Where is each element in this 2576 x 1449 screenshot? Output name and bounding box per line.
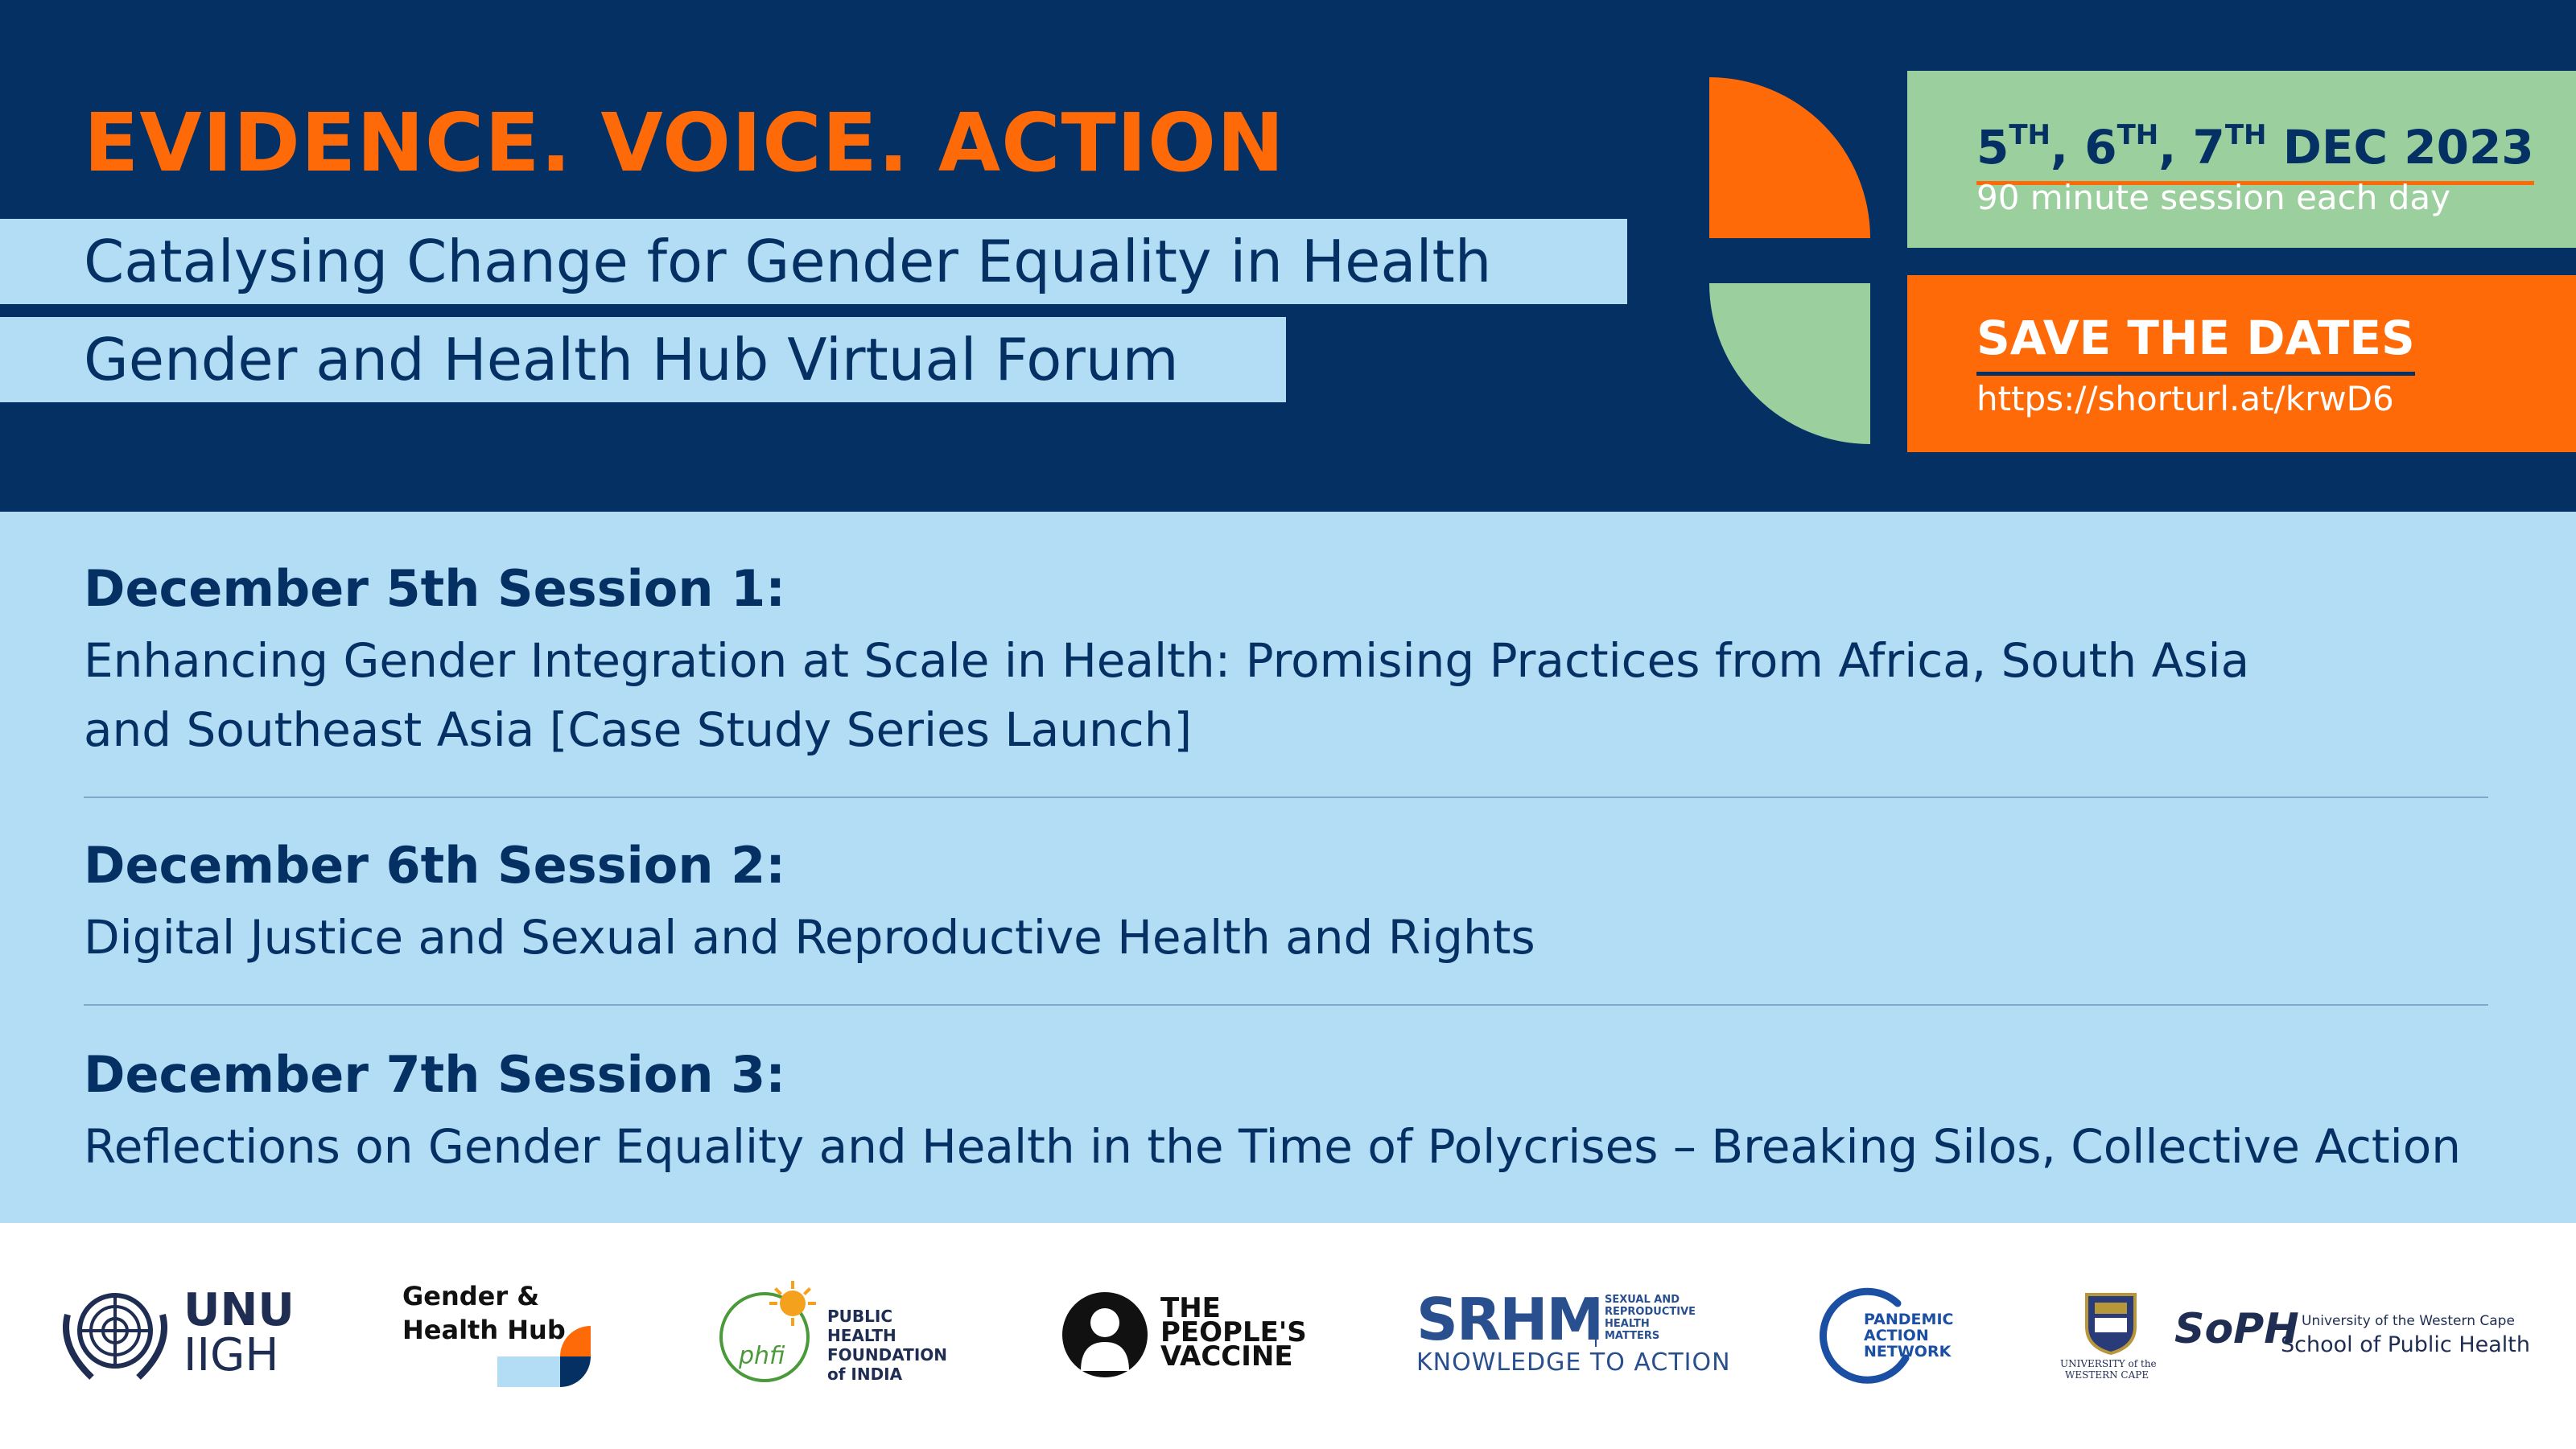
session-1-title-line-1: Enhancing Gender Integration at Scale in… — [84, 633, 2250, 688]
session-length: 90 minute session each day — [1976, 178, 2450, 217]
srhm-side-line2: REPRODUCTIVE — [1605, 1306, 1696, 1318]
phfi-label-line3: FOUNDATION — [827, 1345, 947, 1365]
srhm-side-line1: SEXUAL AND — [1605, 1294, 1680, 1306]
session-3-title: Reflections on Gender Equality and Healt… — [84, 1119, 2462, 1174]
uwc-label-line1: UNIVERSITY of the — [2060, 1358, 2157, 1369]
registration-link[interactable]: https://shorturl.at/krwD6 — [1976, 379, 2394, 418]
pan-label-line1: PANDEMIC — [1864, 1311, 1954, 1328]
srhm-logo: SRHM SEXUAL AND REPRODUCTIVE HEALTH MATT… — [1416, 1223, 1730, 1449]
tpv-label-line1: THE — [1160, 1292, 1221, 1324]
session-divider — [84, 1004, 2488, 1006]
soph-mark: SoPH — [2174, 1305, 2299, 1353]
phfi-mark: phfi — [739, 1342, 785, 1370]
title-band-2: Gender and Health Hub Virtual Forum — [0, 317, 1286, 402]
srhm-mark: SRHM — [1416, 1286, 1604, 1353]
phfi-label-line4: of INDIA — [827, 1365, 903, 1384]
phfi-label-line2: HEALTH — [827, 1326, 896, 1345]
save-the-dates-label: SAVE THE DATES — [1976, 306, 2415, 376]
ghh-label-line2: Health Hub — [402, 1315, 566, 1345]
ghh-label-line1: Gender & — [402, 1281, 540, 1311]
phfi-logo: phfi PUBLIC HEALTH FOUNDATION of INDIA — [716, 1223, 958, 1449]
session-3-heading: December 7th Session 3: — [84, 1045, 786, 1104]
pan-label-line2: ACTION — [1864, 1327, 1929, 1344]
unu-label: UNU — [183, 1284, 295, 1336]
session-divider — [84, 797, 2488, 798]
event-banner-header: EVIDENCE. VOICE. ACTION Catalysing Chang… — [0, 0, 2576, 512]
title-band-1: Catalysing Change for Gender Equality in… — [0, 219, 1627, 304]
peoples-vaccine-logo: THE PEOPLE'S VACCINE — [1061, 1223, 1307, 1449]
tagline: EVIDENCE. VOICE. ACTION — [84, 96, 1285, 190]
srhm-separator — [1595, 1297, 1597, 1347]
partner-logos-strip: UNU IIGH Gender & Health Hub phfi PUBLIC… — [0, 1223, 2576, 1449]
person-silhouette-icon — [1062, 1292, 1148, 1377]
event-subtitle: Gender and Health Hub Virtual Forum — [84, 326, 1179, 393]
sessions-panel: December 5th Session 1: Enhancing Gender… — [0, 512, 2576, 1223]
srhm-side-line4: MATTERS — [1605, 1330, 1660, 1342]
session-1-title-line-2: and Southeast Asia [Case Study Series La… — [84, 702, 1193, 757]
uwc-logo: UNIVERSITY of the WESTERN CAPE — [2060, 1223, 2165, 1449]
save-dates-box: SAVE THE DATES https://shorturl.at/krwD6 — [1907, 275, 2576, 452]
session-1-heading: December 5th Session 1: — [84, 559, 786, 618]
tpv-label-line2: PEOPLE'S — [1160, 1316, 1307, 1348]
date-box: 5TH, 6TH, 7TH DEC 2023 90 minute session… — [1907, 71, 2576, 248]
ghh-mark-icon — [497, 1326, 591, 1387]
decorative-green-quarter-circle — [1709, 283, 1870, 444]
event-title: Catalysing Change for Gender Equality in… — [84, 228, 1492, 295]
decorative-orange-quarter-circle — [1709, 77, 1870, 238]
phfi-label-line1: PUBLIC — [827, 1307, 893, 1326]
pandemic-action-network-logo: PANDEMIC ACTION NETWORK — [1817, 1223, 1953, 1449]
pandemic-ring-icon — [1820, 1287, 1910, 1384]
soph-label-line1: University of the Western Cape — [2302, 1313, 2515, 1329]
soph-logo: SoPH University of the Western Cape Scho… — [2174, 1223, 2530, 1449]
soph-label-line2: School of Public Health — [2281, 1332, 2530, 1357]
srhm-side-line3: HEALTH — [1605, 1318, 1650, 1330]
iigh-label: IIGH — [183, 1329, 279, 1381]
srhm-tagline: KNOWLEDGE TO ACTION — [1416, 1348, 1731, 1377]
event-dates: 5TH, 6TH, 7TH DEC 2023 — [1976, 103, 2534, 185]
tpv-label-line3: VACCINE — [1160, 1340, 1293, 1373]
unu-iigh-logo: UNU IIGH — [60, 1223, 301, 1449]
gender-health-hub-logo: Gender & Health Hub — [402, 1223, 604, 1449]
pan-label-line3: NETWORK — [1864, 1343, 1952, 1360]
session-2-title: Digital Justice and Sexual and Reproduct… — [84, 910, 1535, 965]
uwc-label-line2: WESTERN CAPE — [2065, 1369, 2149, 1381]
phfi-sun-icon — [719, 1281, 816, 1382]
session-2-heading: December 6th Session 2: — [84, 836, 786, 895]
un-emblem-icon — [63, 1293, 167, 1380]
uwc-crest-icon — [2085, 1293, 2137, 1355]
